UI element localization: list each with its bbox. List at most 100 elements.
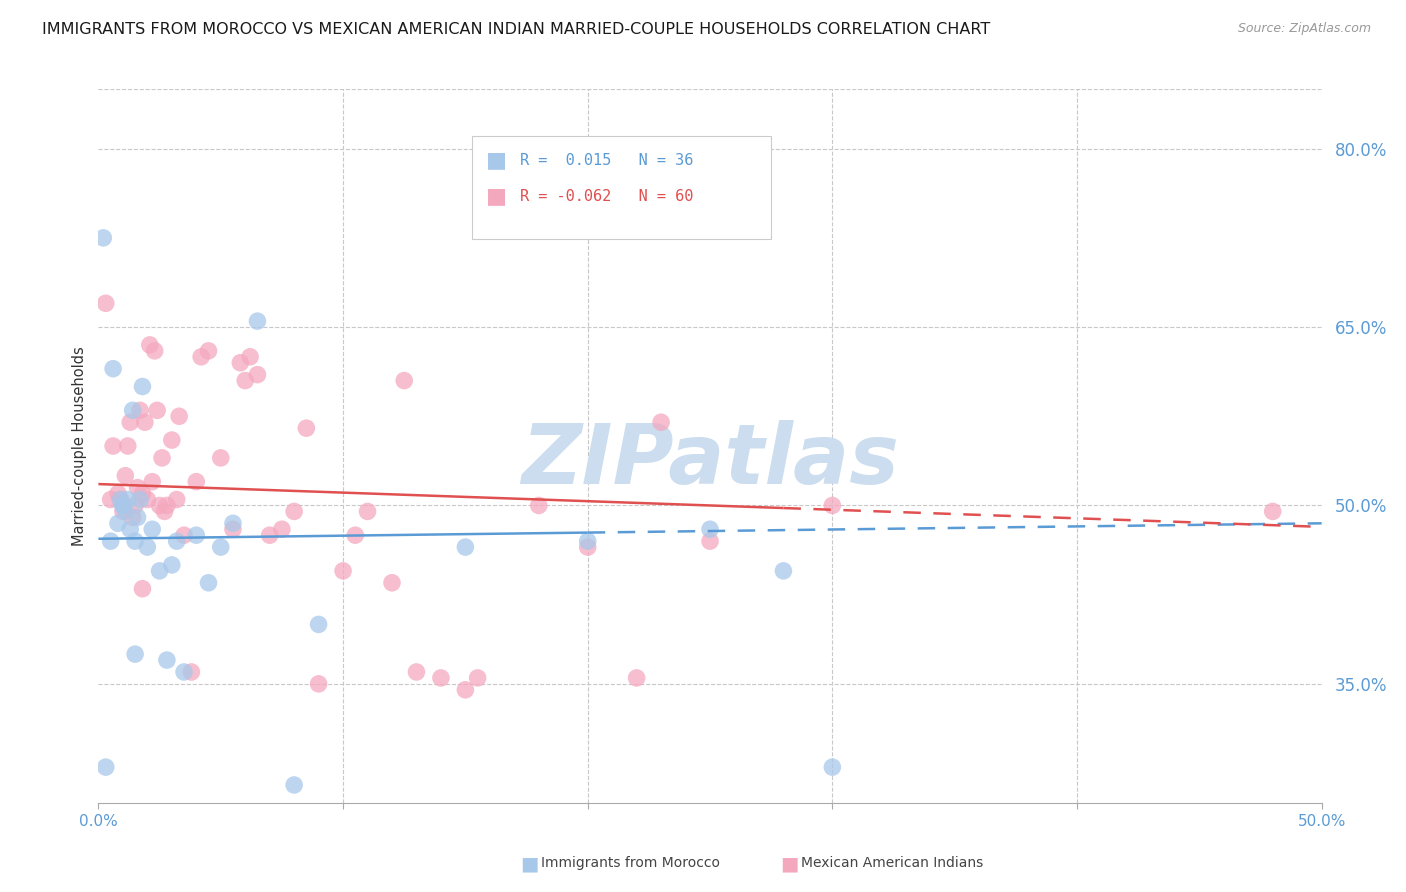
Point	[127, 481, 149, 495]
Point	[650, 415, 672, 429]
Point	[156, 499, 179, 513]
Text: R = -0.062   N = 60: R = -0.062 N = 60	[520, 189, 693, 203]
Point	[160, 558, 183, 572]
Point	[124, 499, 146, 513]
Point	[114, 468, 136, 483]
Point	[576, 534, 599, 549]
Point	[167, 409, 190, 424]
Point	[100, 534, 122, 549]
Point	[117, 492, 139, 507]
Point	[129, 492, 152, 507]
Point	[153, 504, 176, 518]
Point	[239, 350, 262, 364]
Point	[121, 403, 143, 417]
Point	[141, 522, 163, 536]
Text: ■: ■	[486, 186, 508, 206]
Point	[233, 374, 256, 388]
Point	[772, 564, 794, 578]
Point	[166, 492, 188, 507]
Point	[101, 361, 124, 376]
Point	[120, 522, 142, 536]
Point	[127, 510, 149, 524]
Point	[381, 575, 404, 590]
Point	[209, 540, 232, 554]
Point	[222, 516, 245, 531]
Point	[197, 343, 219, 358]
Text: ■: ■	[486, 151, 508, 170]
Point	[173, 665, 195, 679]
Text: Source: ZipAtlas.com: Source: ZipAtlas.com	[1237, 22, 1371, 36]
Point	[150, 450, 173, 465]
Point	[141, 475, 163, 489]
Point	[186, 475, 208, 489]
Point	[149, 564, 172, 578]
Point	[527, 499, 550, 513]
Point	[131, 379, 153, 393]
Point	[246, 368, 269, 382]
Text: IMMIGRANTS FROM MOROCCO VS MEXICAN AMERICAN INDIAN MARRIED-COUPLE HOUSEHOLDS COR: IMMIGRANTS FROM MOROCCO VS MEXICAN AMERI…	[42, 22, 990, 37]
Point	[308, 617, 330, 632]
Point	[699, 522, 721, 536]
Text: Immigrants from Morocco: Immigrants from Morocco	[541, 856, 720, 871]
Point	[134, 415, 156, 429]
Point	[111, 499, 134, 513]
Point	[821, 760, 844, 774]
Point	[136, 492, 159, 507]
Point	[246, 314, 269, 328]
Point	[160, 433, 183, 447]
Point	[405, 665, 427, 679]
Point	[149, 499, 172, 513]
Point	[107, 486, 129, 500]
Point	[107, 516, 129, 531]
Point	[94, 760, 117, 774]
Point	[156, 653, 179, 667]
Point	[117, 439, 139, 453]
Point	[143, 343, 166, 358]
Point	[124, 534, 146, 549]
Point	[131, 486, 153, 500]
Point	[139, 338, 162, 352]
Point	[166, 534, 188, 549]
Text: ■: ■	[780, 854, 799, 873]
Point	[180, 665, 202, 679]
Point	[295, 421, 318, 435]
Point	[136, 540, 159, 554]
Point	[111, 499, 134, 513]
Point	[110, 492, 132, 507]
Point	[332, 564, 354, 578]
Point	[173, 528, 195, 542]
Point	[626, 671, 648, 685]
Point	[283, 778, 305, 792]
Point	[129, 403, 152, 417]
Point	[100, 492, 122, 507]
Point	[699, 534, 721, 549]
Point	[121, 510, 143, 524]
Point	[114, 504, 136, 518]
Point	[259, 528, 281, 542]
Point	[111, 504, 134, 518]
FancyBboxPatch shape	[471, 136, 772, 239]
Point	[283, 504, 305, 518]
Point	[101, 439, 124, 453]
Point	[270, 522, 294, 536]
Point	[229, 356, 252, 370]
Point	[146, 403, 169, 417]
Point	[190, 350, 212, 364]
Point	[131, 582, 153, 596]
Point	[110, 492, 132, 507]
Point	[454, 682, 477, 697]
Text: R =  0.015   N = 36: R = 0.015 N = 36	[520, 153, 693, 168]
Point	[392, 374, 416, 388]
Point	[344, 528, 367, 542]
Point	[467, 671, 489, 685]
Point	[821, 499, 844, 513]
Y-axis label: Married-couple Households: Married-couple Households	[72, 346, 87, 546]
Point	[186, 528, 208, 542]
Point	[197, 575, 219, 590]
Text: ■: ■	[520, 854, 538, 873]
Point	[222, 522, 245, 536]
Point	[120, 415, 142, 429]
Point	[1261, 504, 1284, 518]
Point	[94, 296, 117, 310]
Point	[308, 677, 330, 691]
